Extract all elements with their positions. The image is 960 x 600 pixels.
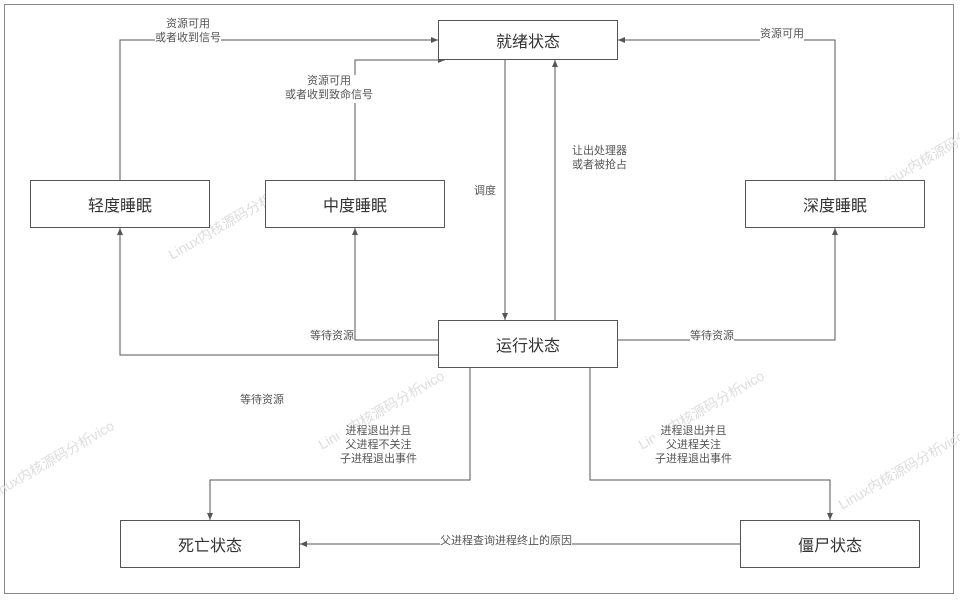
node-zombie: 僵尸状态 [740,520,920,568]
label-running-to-dead: 进程退出并且 父进程不关注 子进程退出事件 [340,425,417,466]
label-running-to-light: 等待资源 [240,394,284,408]
node-medium: 中度睡眠 [265,180,445,228]
label-zombie-to-dead: 父进程查询进程终止的原因 [440,535,572,549]
label-deep-to-ready: 资源可用 [760,28,804,42]
label-running-to-deep: 等待资源 [690,330,734,344]
node-medium-label: 中度睡眠 [323,192,387,216]
node-light-label: 轻度睡眠 [88,192,152,216]
node-deep: 深度睡眠 [745,180,925,228]
node-light: 轻度睡眠 [30,180,210,228]
label-ready-to-running: 调度 [474,185,496,199]
label-medium-to-ready: 资源可用 或者收到致命信号 [285,75,373,103]
node-dead-label: 死亡状态 [178,532,242,556]
label-light-to-ready: 资源可用 或者收到信号 [155,18,221,46]
node-dead: 死亡状态 [120,520,300,568]
diagram-frame [4,4,954,594]
node-running-label: 运行状态 [496,332,560,356]
label-running-to-zombie: 进程退出并且 父进程关注 子进程退出事件 [655,425,732,466]
node-ready: 就绪状态 [438,20,618,60]
label-running-to-medium: 等待资源 [310,330,354,344]
node-ready-label: 就绪状态 [496,28,560,52]
node-zombie-label: 僵尸状态 [798,532,862,556]
node-deep-label: 深度睡眠 [803,192,867,216]
label-running-to-ready: 让出处理器 或者被抢占 [572,145,627,173]
node-running: 运行状态 [438,320,618,368]
